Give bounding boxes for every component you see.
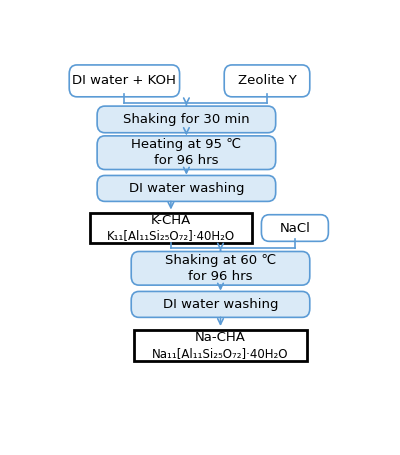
Text: Zeolite Y: Zeolite Y (238, 74, 296, 87)
Bar (90, 213, 252, 243)
Text: Shaking at 60 ℃
for 96 hrs: Shaking at 60 ℃ for 96 hrs (165, 253, 276, 283)
FancyBboxPatch shape (69, 65, 180, 97)
Text: K₁₁[Al₁₁Si₂₅O₇₂]·40H₂O: K₁₁[Al₁₁Si₂₅O₇₂]·40H₂O (107, 229, 235, 242)
FancyBboxPatch shape (97, 136, 276, 170)
FancyBboxPatch shape (131, 252, 310, 285)
Text: Heating at 95 ℃
for 96 hrs: Heating at 95 ℃ for 96 hrs (131, 138, 242, 167)
Bar (134, 329, 307, 361)
FancyBboxPatch shape (262, 215, 328, 241)
FancyBboxPatch shape (131, 292, 310, 318)
Text: Na-CHA: Na-CHA (195, 331, 246, 344)
Text: NaCl: NaCl (280, 222, 310, 234)
Text: K-CHA: K-CHA (151, 214, 191, 227)
FancyBboxPatch shape (224, 65, 310, 97)
Text: Na₁₁[Al₁₁Si₂₅O₇₂]·40H₂O: Na₁₁[Al₁₁Si₂₅O₇₂]·40H₂O (152, 347, 289, 359)
FancyBboxPatch shape (97, 176, 276, 202)
Text: DI water washing: DI water washing (163, 298, 278, 311)
Text: DI water + KOH: DI water + KOH (72, 74, 176, 87)
Text: Shaking for 30 min: Shaking for 30 min (123, 113, 250, 126)
FancyBboxPatch shape (97, 106, 276, 133)
Text: DI water washing: DI water washing (129, 182, 244, 195)
